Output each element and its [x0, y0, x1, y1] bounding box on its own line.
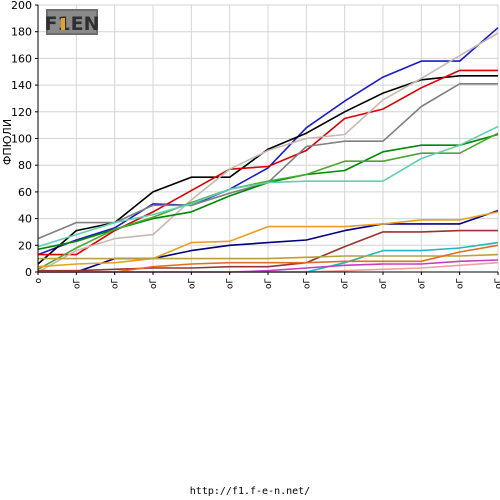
x-tick-label: оГ — [187, 278, 197, 289]
y-tick-label: 80 — [18, 159, 32, 172]
y-tick-label: 140 — [11, 79, 32, 92]
x-tick-label: оГ — [417, 278, 427, 289]
x-tick-label: оГ — [149, 278, 159, 289]
x-tick-label: оГ — [111, 278, 121, 289]
y-tick-label: 60 — [18, 186, 32, 199]
x-tick-label: оГ — [302, 278, 312, 289]
x-tick-label: оГ — [72, 278, 82, 289]
logo-text: F1EN — [46, 13, 98, 35]
x-tick-label: оГ — [264, 278, 274, 289]
y-tick-label: 160 — [11, 52, 32, 65]
y-tick-label: 40 — [18, 213, 32, 226]
series-line-1 — [37, 27, 499, 256]
series-line-11 — [38, 229, 498, 272]
series-line-8 — [37, 125, 499, 248]
site-logo: F1EN — [46, 9, 98, 35]
y-tick-label: 120 — [11, 106, 32, 119]
footer-url: http://f1.f-e-n.net/ — [189, 486, 311, 497]
y-tick-label: 20 — [18, 239, 32, 252]
series-layer — [37, 27, 499, 273]
series-line-10 — [37, 211, 499, 268]
x-tick-label: оГ — [341, 278, 351, 289]
y-axis-label: ФПЮЛИ — [1, 119, 14, 165]
x-tick-label: оГ — [494, 278, 500, 289]
x-tick-label: оГ — [379, 278, 389, 289]
y-tick-label: 0 — [25, 266, 32, 279]
series-line-13 — [38, 253, 499, 260]
y-tick-label: 180 — [11, 26, 32, 39]
series-line-4 — [37, 32, 499, 273]
series-line-3 — [38, 69, 498, 256]
y-tick-label: 200 — [11, 0, 32, 12]
x-tick-label: оГ — [226, 278, 236, 289]
series-line-7 — [37, 132, 499, 270]
x-tick-label: оГ — [456, 278, 466, 289]
x-tick-label: о — [34, 278, 44, 284]
axes: 0 20 40 60 80 100 120 140 160 180 200 о оГ оГ оГ оГ оГ оГ… — [11, 0, 500, 289]
y-tick-label: 100 — [11, 133, 32, 146]
